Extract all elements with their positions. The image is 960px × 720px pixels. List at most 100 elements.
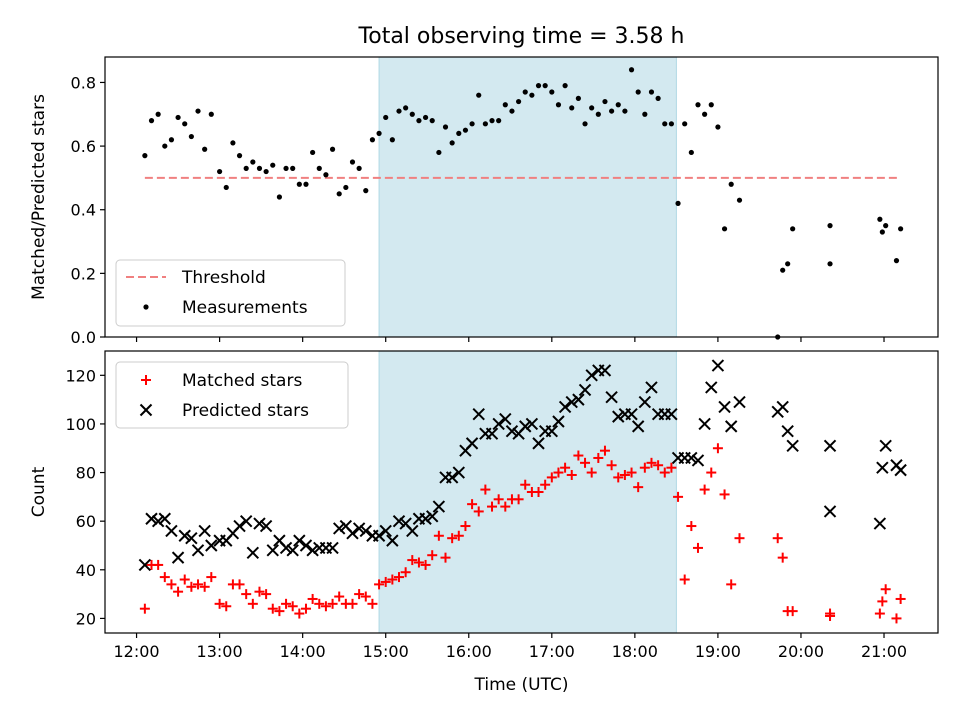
cross-marker-b xyxy=(445,471,459,484)
data-point xyxy=(777,552,788,563)
data-point xyxy=(873,517,887,530)
data-point xyxy=(505,425,519,438)
data-point xyxy=(598,364,612,377)
data-point xyxy=(573,450,584,461)
data-point xyxy=(708,102,714,108)
data-point xyxy=(334,591,345,602)
data-point xyxy=(513,494,524,505)
data-point xyxy=(823,505,837,518)
y-axis-label: Count xyxy=(29,466,49,517)
data-point xyxy=(549,89,555,95)
data-point xyxy=(562,83,568,89)
legend-predicted-label: Predicted stars xyxy=(182,401,309,421)
data-point xyxy=(612,410,625,423)
data-point xyxy=(827,223,833,229)
data-point xyxy=(283,165,289,171)
axes-frame xyxy=(104,350,939,634)
data-point xyxy=(545,425,559,438)
data-point xyxy=(786,439,799,453)
data-point xyxy=(622,108,628,114)
cross-marker-b xyxy=(552,415,565,428)
cross-marker-b xyxy=(786,439,799,453)
data-point xyxy=(472,407,485,421)
cross-marker-b xyxy=(558,400,572,414)
data-point xyxy=(529,92,535,98)
data-point xyxy=(394,572,404,583)
data-point xyxy=(609,108,615,114)
data-point xyxy=(230,140,236,146)
cross-marker-b xyxy=(253,517,266,530)
data-point xyxy=(502,102,508,108)
cross-marker-b xyxy=(485,427,499,440)
legend-threshold-label: Threshold xyxy=(181,268,266,288)
cross-marker-b xyxy=(532,437,545,450)
data-point xyxy=(234,579,245,590)
cross-marker-b xyxy=(598,364,612,377)
cross-marker-b xyxy=(279,541,293,555)
data-point xyxy=(721,226,728,232)
data-point xyxy=(718,400,731,414)
cross-marker-b xyxy=(406,524,419,538)
legend-predicted-swatch-b xyxy=(139,403,153,417)
cross-marker-b xyxy=(705,381,718,394)
data-point xyxy=(243,165,249,171)
data-point xyxy=(422,114,429,121)
data-point xyxy=(294,608,305,619)
data-point xyxy=(214,598,225,609)
data-point xyxy=(270,162,276,168)
data-point xyxy=(619,469,630,480)
data-point xyxy=(440,552,451,563)
data-point xyxy=(165,524,178,538)
data-point xyxy=(633,482,644,493)
data-point xyxy=(485,427,499,440)
cross-marker-b xyxy=(145,512,158,525)
data-point xyxy=(221,601,232,612)
cross-marker-b xyxy=(733,395,746,409)
data-point xyxy=(460,521,471,532)
data-point xyxy=(572,393,585,406)
data-point xyxy=(241,589,252,600)
cross-marker-b xyxy=(379,524,392,538)
data-point xyxy=(296,181,302,187)
data-point xyxy=(555,102,562,108)
data-point xyxy=(367,598,378,609)
data-point xyxy=(499,412,512,426)
cross-marker-b xyxy=(266,544,279,557)
data-point xyxy=(695,102,701,108)
data-point xyxy=(139,603,150,614)
data-point xyxy=(261,589,272,600)
bottom-panel: 20 40 60 80 100 120 12:00 13:00 14:00 15:00 16:00 1… xyxy=(29,350,939,695)
data-point xyxy=(320,601,331,612)
data-point xyxy=(300,603,311,614)
data-point xyxy=(565,395,578,409)
data-point xyxy=(326,541,339,555)
data-point xyxy=(276,194,283,200)
x-tick-label: 14:00 xyxy=(280,642,326,661)
data-point xyxy=(719,489,730,500)
data-point xyxy=(416,118,422,124)
cross-marker-b xyxy=(685,451,698,465)
data-point xyxy=(171,551,185,564)
data-point xyxy=(685,451,698,465)
data-point xyxy=(465,437,479,450)
data-point xyxy=(173,586,184,597)
data-point xyxy=(254,586,265,597)
cross-marker-b xyxy=(578,383,592,397)
data-point xyxy=(635,89,641,95)
cross-marker-b xyxy=(525,417,539,431)
data-point xyxy=(646,457,657,468)
data-point xyxy=(515,98,522,105)
data-point xyxy=(467,499,478,510)
cross-marker-b xyxy=(876,461,889,474)
data-point xyxy=(631,420,645,433)
data-point xyxy=(877,216,883,222)
cross-marker-b xyxy=(465,437,479,450)
y-tick-label: 100 xyxy=(65,415,96,434)
cross-marker-b xyxy=(519,420,532,433)
data-point xyxy=(389,137,395,143)
data-point xyxy=(175,114,181,121)
data-point xyxy=(379,524,392,538)
legend-matched-label: Matched stars xyxy=(182,371,302,391)
data-point xyxy=(343,184,349,191)
